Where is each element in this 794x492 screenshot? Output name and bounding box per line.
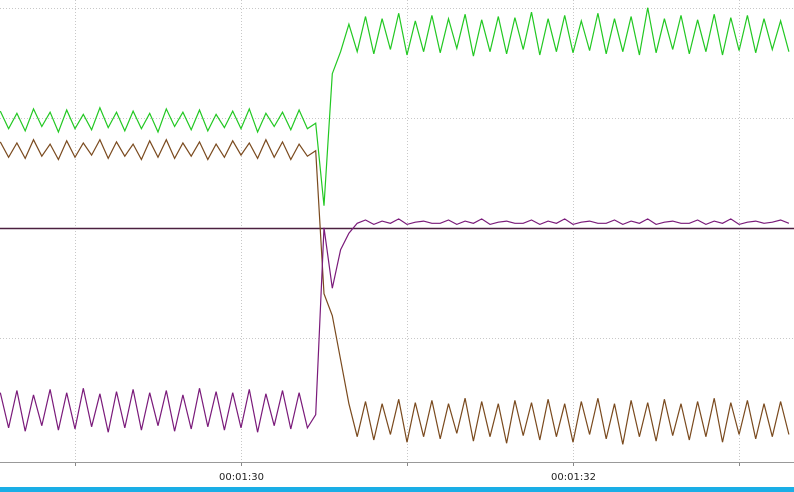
- x-tick-label: 00:01:32: [551, 472, 596, 483]
- series-line: [0, 138, 790, 445]
- bottom-bar: [0, 487, 794, 492]
- series-line: [0, 7, 790, 206]
- series-line: [0, 218, 790, 433]
- x-tick-label: 00:01:30: [219, 472, 264, 483]
